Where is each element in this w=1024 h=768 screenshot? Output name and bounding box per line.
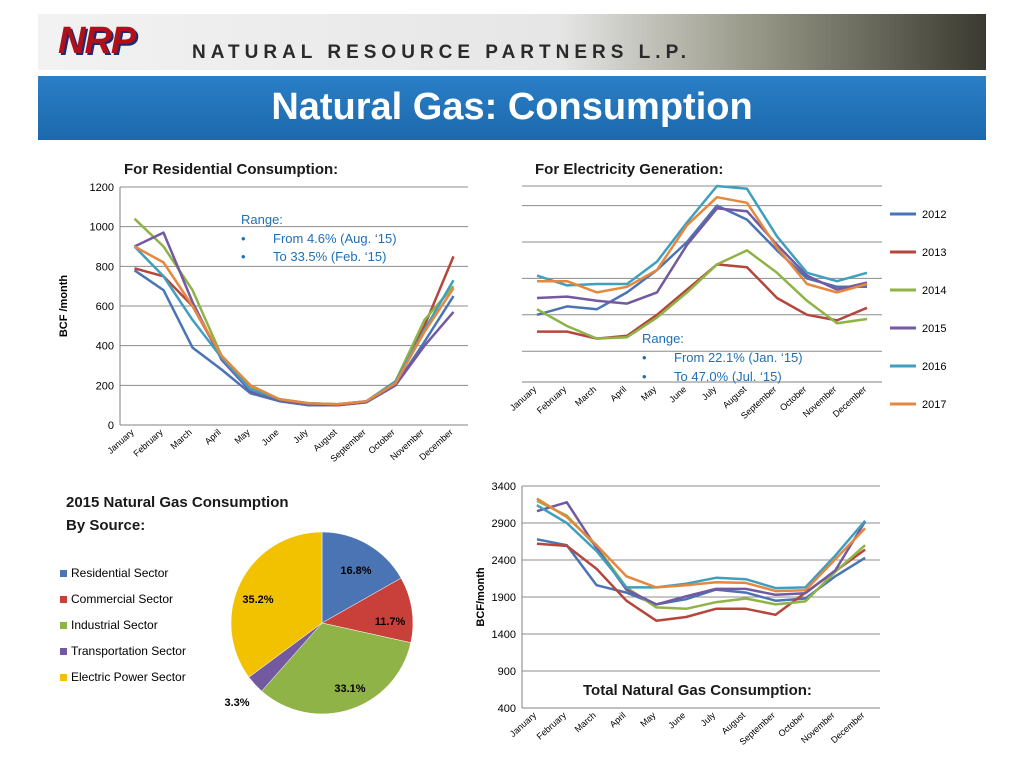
- chart-title-line2: By Source:: [66, 517, 145, 534]
- pie-slice: [230, 531, 323, 678]
- company-name: NATURAL RESOURCE PARTNERS L.P.: [192, 42, 692, 63]
- y-axis-label: BCF /month: [58, 275, 70, 338]
- y-tick-label: 200: [96, 380, 114, 392]
- legend-label: Residential Sector: [71, 566, 168, 580]
- y-tick-label: 1900: [492, 592, 516, 604]
- x-tick-label: February: [131, 427, 165, 459]
- series-line-2014: [536, 249, 868, 340]
- range-annotation-from: From 22.1% (Jan. ‘15): [674, 350, 803, 365]
- legend-label-2015: 2015: [922, 323, 946, 335]
- y-tick-label: 400: [96, 341, 114, 353]
- x-tick-label: May: [639, 384, 659, 403]
- legend-label-2012: 2012: [922, 209, 946, 221]
- y-tick-label: 400: [498, 703, 516, 715]
- x-tick-label: April: [608, 710, 628, 729]
- legend-swatch: [60, 570, 67, 577]
- header-banner: [38, 14, 986, 70]
- chart-title: Total Natural Gas Consumption:: [583, 682, 812, 699]
- total-consumption-chart: 40090014001900240029003400JanuaryFebruar…: [475, 481, 880, 747]
- pie-value-label: 3.3%: [224, 697, 249, 709]
- y-tick-label: 800: [96, 261, 114, 273]
- pie-slice: [321, 577, 414, 643]
- legend-label-2016: 2016: [922, 361, 946, 373]
- company-logo: NRP: [58, 20, 136, 62]
- x-tick-label: August: [721, 384, 749, 411]
- y-tick-label: 1200: [90, 182, 114, 194]
- y-axis-label: BCF/month: [475, 567, 487, 627]
- legend-label: Commercial Sector: [71, 592, 173, 606]
- pie-value-label: 16.8%: [340, 565, 371, 577]
- series-line-2016: [536, 184, 868, 287]
- pie-value-label: 35.2%: [242, 594, 273, 606]
- pie-value-label: 33.1%: [334, 683, 365, 695]
- y-tick-label: 900: [498, 666, 516, 678]
- x-tick-label: February: [535, 710, 569, 742]
- series-line-2015: [536, 207, 868, 305]
- legend-label-2017: 2017: [922, 399, 946, 411]
- range-annotation-to: To 47.0% (Jul. ‘15): [674, 369, 782, 384]
- title-bar: [38, 76, 986, 140]
- range-annotation-title: Range:: [241, 212, 283, 227]
- range-annotation-to: To 33.5% (Feb. ‘15): [273, 249, 386, 264]
- series-line-2016: [536, 504, 867, 590]
- series-line-2012: [536, 204, 867, 317]
- chart-title: For Electricity Generation:: [535, 161, 723, 178]
- range-bullet: •: [642, 350, 647, 365]
- y-tick-label: 2900: [492, 518, 516, 530]
- x-tick-label: July: [700, 384, 719, 402]
- x-tick-label: June: [260, 427, 281, 448]
- legend-label-2014: 2014: [922, 285, 946, 297]
- x-tick-label: March: [573, 710, 598, 734]
- series-line-2012: [536, 538, 866, 606]
- series-line-2017: [133, 245, 455, 406]
- x-tick-label: April: [608, 384, 628, 403]
- chart-title: For Residential Consumption:: [124, 161, 338, 178]
- series-line-2014: [133, 217, 455, 406]
- x-tick-label: July: [699, 710, 718, 728]
- y-tick-label: 600: [96, 301, 114, 313]
- range-annotation-from: From 4.6% (Aug. ‘15): [273, 231, 397, 246]
- legend-swatch: [60, 596, 67, 603]
- series-line-2017: [537, 195, 868, 294]
- x-tick-label: December: [831, 384, 869, 419]
- slide-title: Natural Gas: Consumption: [271, 86, 753, 128]
- legend-label: Transportation Sector: [71, 644, 186, 658]
- x-tick-label: May: [233, 427, 253, 446]
- y-tick-label: 1000: [90, 222, 114, 234]
- pie-value-label: 11.7%: [375, 616, 406, 628]
- range-bullet: •: [241, 249, 246, 264]
- series-line-2015: [536, 501, 867, 606]
- x-tick-label: July: [291, 427, 310, 445]
- y-tick-label: 2400: [492, 555, 516, 567]
- chart-title-line1: 2015 Natural Gas Consumption: [66, 494, 289, 511]
- x-tick-label: March: [573, 384, 598, 408]
- legend-label-2013: 2013: [922, 247, 946, 259]
- legend-label: Industrial Sector: [71, 618, 158, 632]
- x-tick-label: June: [666, 710, 687, 731]
- series-line-2013: [536, 542, 866, 622]
- source-pie-chart: 2015 Natural Gas Consumption By Source: Re…: [60, 494, 414, 715]
- legend-swatch: [60, 622, 67, 629]
- legend-label: Electric Power Sector: [71, 670, 186, 684]
- x-tick-label: April: [203, 427, 223, 446]
- range-annotation-title: Range:: [642, 331, 684, 346]
- x-tick-label: February: [535, 384, 569, 416]
- series-line-2017: [536, 497, 867, 593]
- pie-slice: [321, 531, 402, 624]
- x-tick-label: March: [169, 427, 194, 451]
- x-tick-label: May: [638, 710, 658, 729]
- y-tick-label: 3400: [492, 481, 516, 493]
- x-tick-label: June: [667, 384, 688, 405]
- y-tick-label: 0: [108, 420, 114, 432]
- legend-swatch: [60, 648, 67, 655]
- range-bullet: •: [642, 369, 647, 384]
- legend-swatch: [60, 674, 67, 681]
- y-tick-label: 1400: [492, 629, 516, 641]
- pie-slice: [261, 622, 412, 715]
- range-bullet: •: [241, 231, 246, 246]
- x-tick-label: August: [720, 710, 748, 737]
